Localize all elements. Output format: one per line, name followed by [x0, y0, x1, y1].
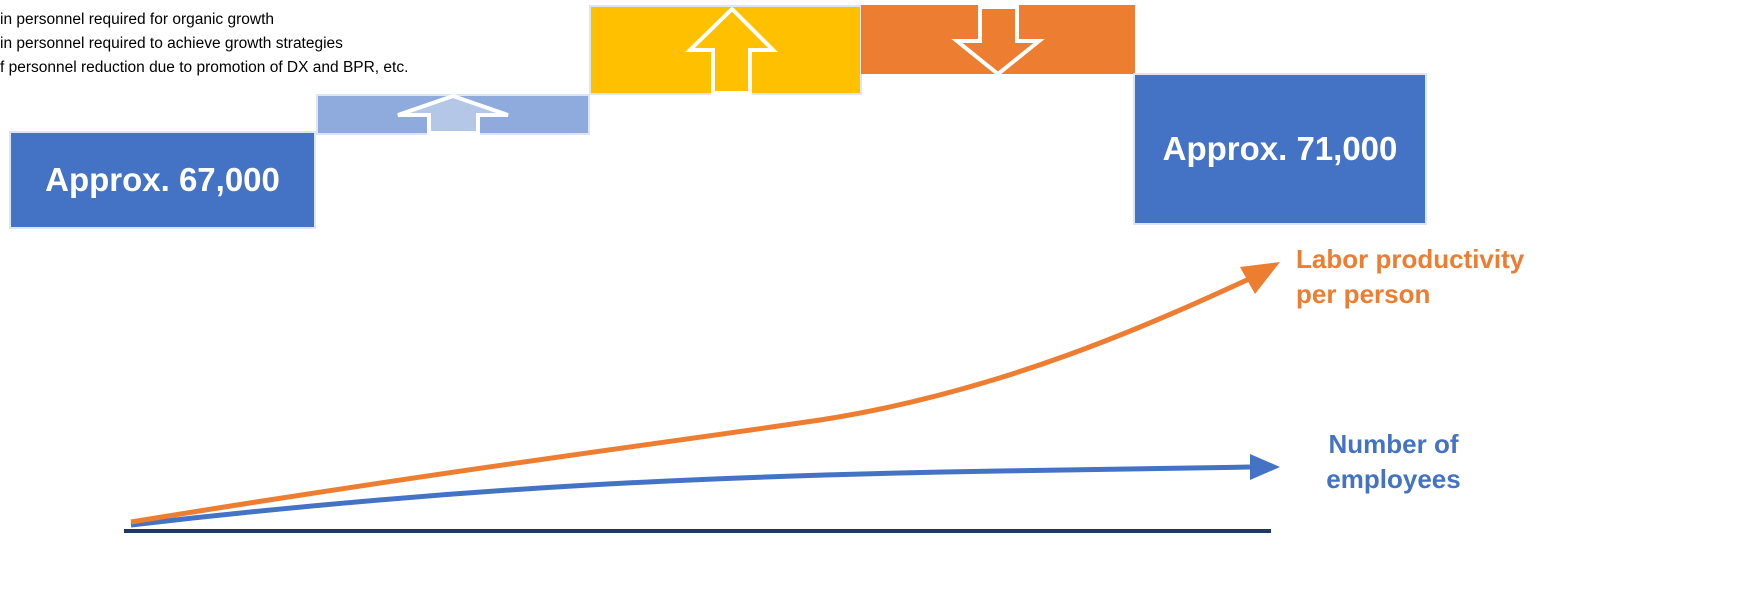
end-employee-count-block: Approx. 71,000: [1133, 73, 1427, 225]
legend-organic-growth: in personnel required for organic growth: [0, 11, 274, 28]
reduction-down-arrow-icon: [951, 5, 1045, 77]
productivity-trend-line: [130, 270, 1264, 525]
legend-growth-strategies: in personnel required to achieve growth …: [0, 35, 343, 52]
growth-strategies-up-arrow-icon: [685, 6, 778, 95]
employees-label-line1: Number of: [1328, 429, 1459, 459]
productivity-label-line1: Labor productivity: [1296, 244, 1525, 274]
legend-personnel-reduction: f personnel reduction due to promotion o…: [0, 59, 409, 76]
employees-arrowhead-icon: [1250, 454, 1280, 480]
employees-series-label: Number of employees: [1316, 427, 1471, 497]
start-employee-count-label: Approx. 67,000: [45, 161, 280, 198]
employees-label-line2: employees: [1326, 464, 1461, 494]
organic-growth-up-arrow-icon: [397, 93, 509, 135]
start-employee-count-block: Approx. 67,000: [9, 131, 316, 229]
productivity-series-label: Labor productivity per person: [1296, 242, 1524, 312]
employees-trend-line: [130, 464, 1251, 528]
productivity-label-line2: per person: [1296, 279, 1431, 309]
productivity-arrowhead-icon: [1240, 262, 1280, 294]
end-employee-count-label: Approx. 71,000: [1162, 130, 1398, 167]
